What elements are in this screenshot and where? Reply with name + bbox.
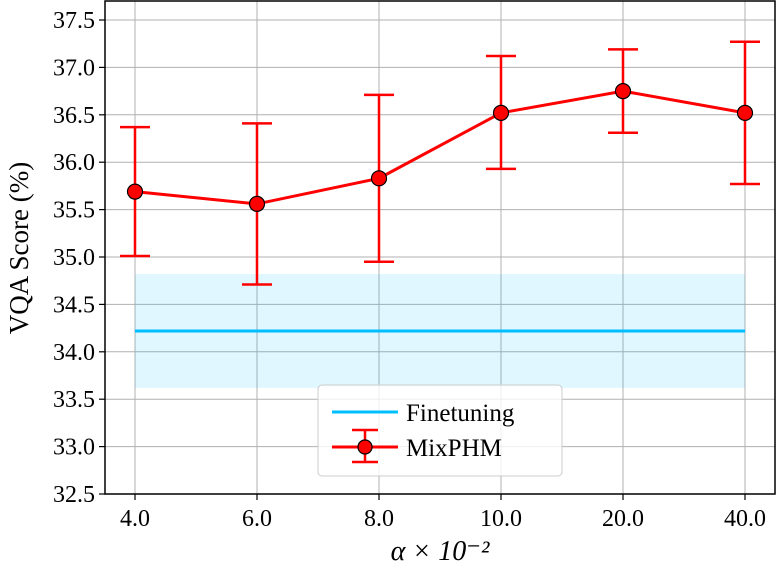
marks [120, 40, 760, 286]
y-tick-label: 34.5 [53, 292, 95, 318]
axes: 32.5 33.0 33.5 34.0 34.5 35.0 35.5 36.0 36.5 37.0… [53, 0, 776, 532]
x-tick-label: 6.0 [242, 506, 272, 532]
x-tick-label: 4.0 [120, 506, 150, 532]
plot-frame [104, 0, 776, 495]
y-tick-label: 32.5 [53, 482, 95, 508]
legend-finetuning-label: Finetuning [406, 400, 515, 427]
y-tick-label: 37.5 [53, 8, 95, 34]
x-tick-label: 20.0 [602, 506, 644, 532]
x-tick-label: 40.0 [724, 506, 766, 532]
mixphm-point [736, 104, 754, 122]
mixphm-point [248, 195, 266, 213]
y-tick-label: 34.0 [53, 340, 95, 366]
y-axis-label: VQA Score (%) [4, 162, 34, 334]
y-tick-label: 35.0 [53, 245, 95, 271]
y-tick-label: 36.0 [53, 150, 95, 176]
mixphm-point [126, 183, 144, 200]
mixphm-line [134, 89, 746, 206]
y-tick-label: 37.0 [53, 55, 95, 81]
x-axis-label: α × 10⁻² [391, 536, 490, 567]
y-tick-label: 33.0 [53, 435, 95, 461]
legend-mixphm-marker [357, 439, 373, 455]
legend-mixphm-label: MixPHM [406, 435, 502, 462]
y-tick-label: 36.5 [53, 103, 95, 129]
mixphm-point [492, 104, 510, 122]
y-tick-label: 33.5 [53, 387, 95, 413]
x-tick-label: 8.0 [364, 506, 394, 532]
mixphm-point [614, 82, 632, 100]
legend-box [317, 384, 563, 477]
x-tick-label: 10.0 [480, 506, 522, 532]
finetuning-band [135, 274, 745, 388]
legend: Finetuning MixPHM [317, 384, 563, 477]
y-tick-label: 35.5 [53, 198, 95, 224]
mixphm-point [370, 170, 388, 187]
